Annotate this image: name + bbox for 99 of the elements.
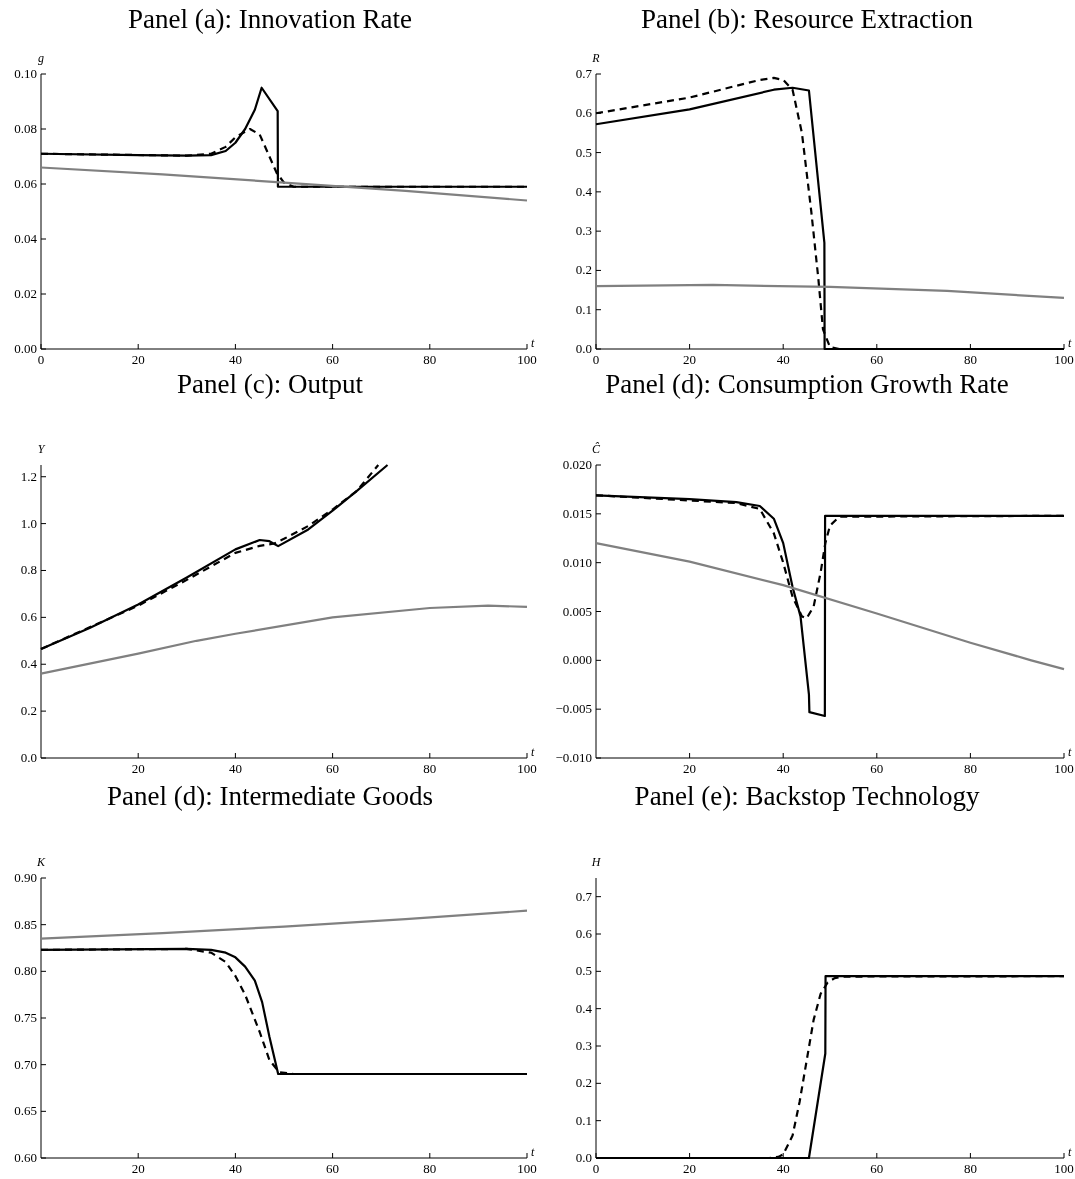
y-tick-label: 0.6 — [575, 926, 593, 941]
x-tick-label: 0 — [592, 1161, 600, 1176]
x-tick-label: 60 — [326, 761, 340, 776]
line-series — [39, 909, 529, 940]
chart-title: Panel (d): Consumption Growth Rate — [605, 369, 1009, 399]
x-tick-label: 100 — [517, 761, 537, 776]
y-tick-label: 0.90 — [14, 870, 37, 885]
y-tick-label: 0.4 — [20, 656, 38, 672]
x-axis-title: t — [531, 336, 535, 350]
y-axis-title: K — [35, 855, 46, 869]
x-tick-label: 40 — [228, 352, 242, 367]
x-tick-label: 100 — [517, 352, 537, 367]
x-axis-title: t — [1068, 745, 1072, 759]
y-tick-label: 0.85 — [14, 916, 37, 932]
y-tick-label: 0.7 — [575, 888, 593, 904]
y-tick-label: 0.75 — [14, 1010, 37, 1025]
y-tick-label: 0.06 — [14, 176, 38, 191]
x-tick-label: 60 — [870, 1161, 884, 1176]
x-tick-label: 40 — [776, 352, 790, 367]
line-series — [594, 283, 1066, 300]
y-axis-title: Y — [37, 442, 46, 456]
x-tick-label: 100 — [1054, 1161, 1074, 1176]
x-tick-label: 60 — [326, 352, 340, 367]
chart-title: Panel (d): Intermediate Goods — [106, 781, 434, 811]
y-tick-label: 0.60 — [14, 1150, 37, 1165]
x-tick-label: 20 — [683, 1161, 697, 1176]
x-tick-label: 80 — [423, 761, 437, 776]
y-tick-label: 0.3 — [575, 1038, 592, 1053]
line-series — [594, 542, 1066, 671]
x-tick-label: 40 — [228, 761, 242, 776]
y-tick-label: −0.005 — [555, 701, 592, 717]
y-tick-label: 1.2 — [20, 468, 37, 484]
y-tick-label: 0.010 — [562, 554, 592, 570]
y-tick-label: 0.015 — [562, 505, 592, 521]
y-tick-label: 0.0 — [575, 1150, 592, 1165]
y-tick-label: 0.7 — [575, 66, 593, 81]
chart-title: Panel (c): Output — [177, 369, 364, 399]
x-tick-label: 80 — [963, 1161, 977, 1176]
y-tick-label: 0.5 — [575, 144, 592, 160]
y-tick-label: 0.2 — [575, 1075, 592, 1091]
y-tick-label: 1.0 — [20, 515, 37, 531]
y-tick-label: 0.70 — [14, 1056, 37, 1072]
y-tick-label: 0.04 — [14, 231, 38, 246]
chart-title: Panel (b): Resource Extraction — [640, 4, 974, 34]
x-axis-title: t — [1068, 336, 1072, 350]
y-tick-label: 0.0 — [575, 341, 592, 356]
y-tick-label: 0.020 — [562, 457, 592, 472]
x-tick-label: 40 — [776, 761, 790, 776]
x-tick-label: 0 — [592, 352, 600, 367]
x-tick-label: 20 — [131, 352, 145, 367]
x-tick-label: 20 — [131, 761, 145, 776]
x-axis-title: t — [531, 1145, 535, 1159]
x-tick-label: 80 — [423, 1161, 437, 1176]
x-tick-label: 20 — [131, 1161, 145, 1176]
y-axis-title: g — [38, 51, 44, 65]
y-tick-label: 0.4 — [575, 183, 593, 199]
y-tick-label: 0.005 — [562, 603, 592, 619]
x-tick-label: 80 — [963, 352, 977, 367]
line-series — [39, 604, 529, 675]
y-tick-label: 0.000 — [562, 652, 592, 668]
chart-title: Panel (e): Backstop Technology — [634, 781, 980, 811]
x-tick-label: 100 — [517, 1161, 537, 1176]
x-axis-title: t — [531, 745, 535, 759]
y-tick-label: 0.80 — [14, 963, 37, 979]
x-tick-label: 20 — [683, 352, 697, 367]
y-tick-label: −0.010 — [555, 750, 592, 765]
y-tick-label: 0.2 — [575, 262, 592, 278]
x-tick-label: 40 — [228, 1161, 242, 1176]
y-tick-label: 0.1 — [575, 301, 592, 317]
y-tick-label: 0.4 — [575, 1000, 593, 1016]
y-tick-label: 0.8 — [20, 562, 37, 578]
x-tick-label: 60 — [870, 761, 884, 776]
y-tick-label: 0.3 — [575, 223, 592, 239]
x-tick-label: 100 — [1054, 761, 1074, 776]
y-tick-label: 0.6 — [20, 609, 38, 625]
y-tick-label: 0.02 — [14, 286, 37, 301]
x-tick-label: 80 — [423, 352, 437, 367]
x-tick-label: 20 — [683, 761, 697, 776]
y-axis-title: R — [591, 51, 601, 65]
x-tick-label: 60 — [326, 1161, 340, 1176]
x-tick-label: 0 — [37, 352, 45, 367]
y-tick-label: 0.08 — [14, 121, 37, 136]
x-tick-label: 60 — [870, 352, 884, 367]
y-axis-title: H — [590, 855, 602, 869]
x-tick-label: 40 — [776, 1161, 790, 1176]
y-tick-label: 0.2 — [20, 703, 37, 719]
line-series — [39, 166, 529, 202]
y-tick-label: 0.0 — [20, 750, 37, 765]
y-axis-title: Ĉ — [591, 442, 601, 456]
y-tick-label: 0.1 — [575, 1112, 592, 1128]
x-tick-label: 100 — [1054, 352, 1074, 367]
x-axis-title: t — [1068, 1145, 1072, 1159]
x-tick-label: 80 — [963, 761, 977, 776]
y-tick-label: 0.10 — [14, 66, 37, 81]
y-tick-label: 0.5 — [575, 963, 592, 979]
y-tick-label: 0.00 — [14, 341, 37, 356]
chart-title: Panel (a): Innovation Rate — [127, 4, 413, 34]
y-tick-label: 0.6 — [575, 105, 593, 121]
y-tick-label: 0.65 — [14, 1103, 37, 1119]
